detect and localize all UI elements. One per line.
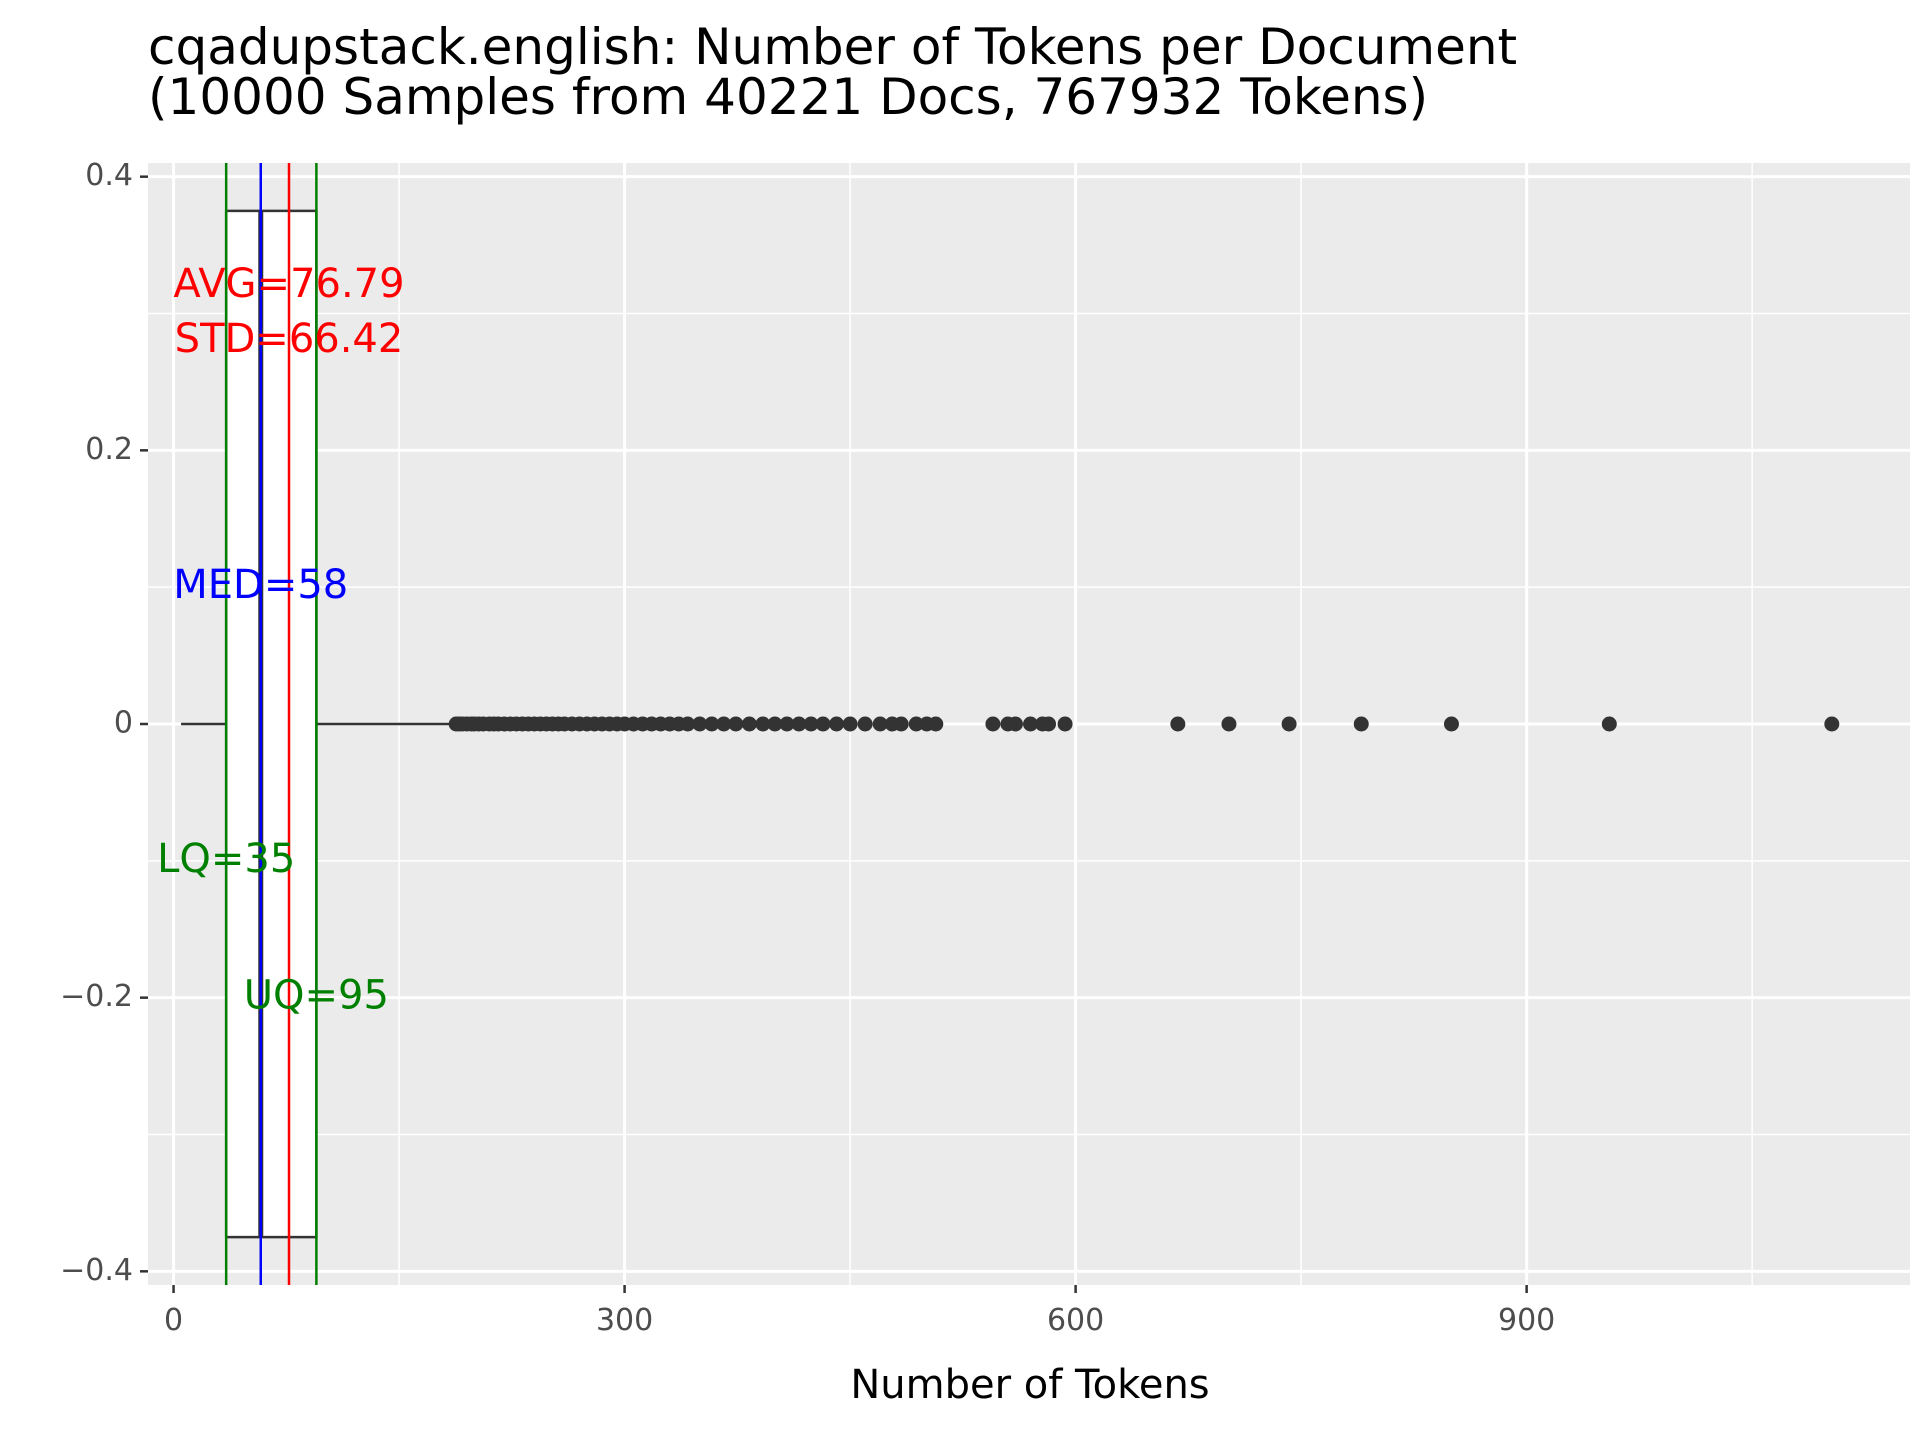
outlier-point: [1041, 716, 1057, 732]
y-tick-label: 0: [114, 706, 133, 741]
outlier-points: [448, 716, 1840, 732]
outlier-point: [716, 716, 732, 732]
outlier-point: [857, 716, 873, 732]
outlier-point: [755, 716, 771, 732]
outlier-point: [1353, 716, 1369, 732]
y-tick-label: 0.2: [85, 432, 133, 467]
x-tick-label: 300: [596, 1303, 653, 1338]
outlier-point: [893, 716, 909, 732]
outlier-point: [803, 716, 819, 732]
outlier-point: [1057, 716, 1073, 732]
x-tick-label: 0: [164, 1303, 183, 1338]
y-tick-label: −0.2: [60, 979, 133, 1014]
annotation-label: AVG=76.79: [173, 261, 404, 307]
outlier-point: [1023, 716, 1039, 732]
outlier-point: [767, 716, 783, 732]
outlier-point: [1443, 716, 1459, 732]
chart-title: cqadupstack.english: Number of Tokens pe…: [148, 18, 1518, 76]
annotation-label: LQ=35: [157, 836, 295, 882]
annotation-label: MED=58: [173, 562, 348, 608]
box-layer: [181, 209, 452, 1239]
outlier-point: [704, 716, 720, 732]
annotation-label: STD=66.42: [175, 316, 404, 362]
annotations: AVG=76.79 STD=66.42 MED=58 LQ=35 UQ=95: [157, 261, 405, 1019]
outlier-point: [1221, 716, 1237, 732]
outlier-point: [872, 716, 888, 732]
outlier-point: [928, 716, 944, 732]
axes: 0 300 600 900 −0.4 −0.2 0 0.2 0.4: [60, 158, 1555, 1338]
outlier-point: [1170, 716, 1186, 732]
outlier-point: [985, 716, 1001, 732]
x-axis-label: Number of Tokens: [850, 1362, 1209, 1408]
outlier-point: [680, 716, 696, 732]
outlier-point: [842, 716, 858, 732]
annotation-label: UQ=95: [244, 973, 389, 1019]
outlier-point: [908, 716, 924, 732]
outlier-point: [791, 716, 807, 732]
x-tick-label: 600: [1047, 1303, 1104, 1338]
outlier-point: [692, 716, 708, 732]
outlier-point: [1824, 716, 1840, 732]
iqr-box: [224, 209, 318, 1239]
x-tick-label: 900: [1498, 1303, 1555, 1338]
outlier-point: [1601, 716, 1617, 732]
y-tick-label: 0.4: [85, 158, 133, 193]
outlier-point: [1007, 716, 1023, 732]
outlier-point: [728, 716, 744, 732]
outlier-point: [779, 716, 795, 732]
chart-subtitle: (10000 Samples from 40221 Docs, 767932 T…: [148, 68, 1429, 126]
y-tick-label: −0.4: [60, 1253, 133, 1288]
outlier-point: [1281, 716, 1297, 732]
outlier-point: [815, 716, 831, 732]
outlier-point: [829, 716, 845, 732]
outlier-point: [741, 716, 757, 732]
reference-lines: [224, 163, 318, 1285]
